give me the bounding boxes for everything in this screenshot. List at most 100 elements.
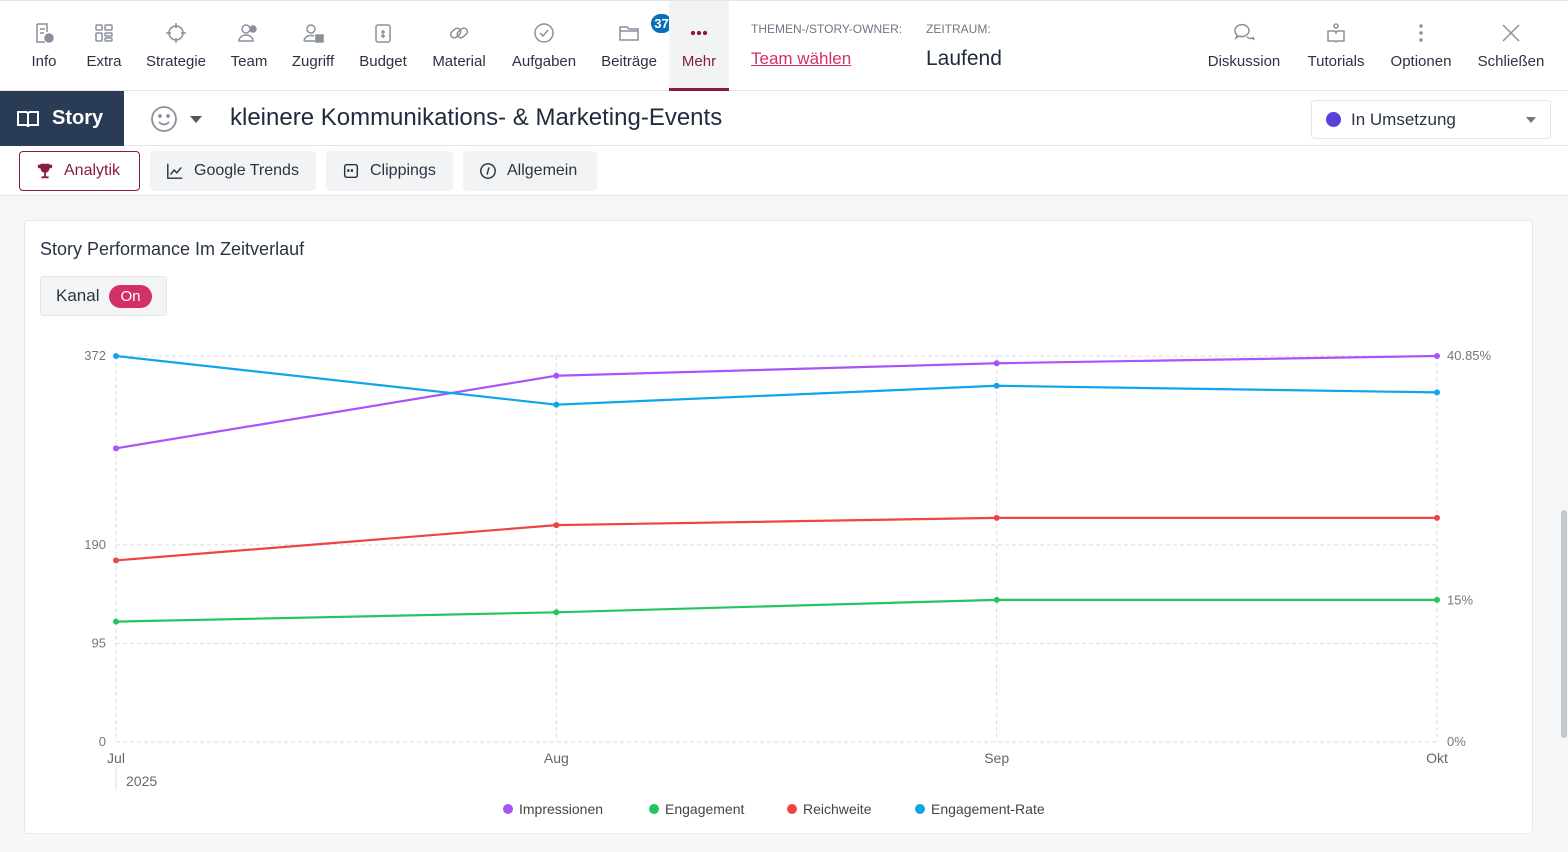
legend-item: Impressionen [519, 801, 603, 817]
nav-budget[interactable]: Budget [354, 1, 412, 91]
nav-extra[interactable]: Extra [83, 1, 125, 91]
nav-zugriff[interactable]: Zugriff [286, 1, 340, 91]
tab-clippings[interactable]: Clippings [326, 151, 453, 191]
legend-marker [787, 804, 797, 814]
x-tick: Jul [107, 750, 125, 766]
kanal-toggle[interactable]: Kanal On [40, 276, 167, 316]
data-point [993, 382, 1000, 389]
tutorials-button[interactable]: Tutorials [1302, 1, 1370, 91]
data-point [1434, 514, 1440, 521]
y-right-tick: 0% [1447, 734, 1466, 749]
book-user-icon [1327, 23, 1345, 44]
nav-label: Info [31, 53, 57, 70]
crosshair-icon [166, 23, 186, 43]
link-icon [449, 27, 469, 39]
y-left-tick: 372 [84, 348, 106, 363]
smiley-icon [151, 106, 177, 132]
info-circle-icon [480, 163, 496, 179]
nav-aufgaben[interactable]: Aufgaben [506, 1, 582, 91]
legend-item: Reichweite [803, 801, 872, 817]
status-dropdown[interactable]: In Umsetzung [1311, 100, 1551, 139]
data-point [993, 596, 1000, 603]
legend-item: Engagement [665, 801, 745, 817]
legend-marker [503, 804, 513, 814]
line-chart-icon [167, 163, 183, 179]
series-line-engagement [115, 598, 1437, 623]
nav-label: Material [432, 53, 486, 70]
nav-label: Aufgaben [511, 53, 577, 70]
y-left-tick: 0 [99, 734, 106, 749]
nav-label: Team [230, 53, 268, 70]
nav-mehr[interactable]: Mehr [669, 1, 729, 91]
data-point [553, 522, 560, 529]
y-left-tick: 190 [84, 537, 106, 552]
close-icon [1502, 24, 1520, 42]
status-value: In Umsetzung [1351, 109, 1456, 129]
grid-icon [95, 24, 113, 42]
tab-allgemein[interactable]: Allgemein [463, 151, 597, 191]
data-point [113, 445, 119, 452]
vertical-dots-icon [1419, 24, 1423, 42]
data-point [553, 401, 560, 408]
nav-info[interactable]: Info [22, 1, 66, 91]
user-lock-icon [303, 24, 324, 43]
series-line-engagement-rate [115, 354, 1438, 406]
team-select-link[interactable]: Team wählen [751, 49, 852, 68]
nav-label: Beiträge [601, 53, 657, 70]
nav-label: Budget [359, 53, 407, 70]
more-icon [690, 30, 708, 36]
series-line-impressionen [115, 354, 1438, 450]
chat-icon [1234, 23, 1255, 41]
status-dot [1326, 112, 1341, 127]
discussion-button[interactable]: Diskussion [1204, 1, 1284, 91]
data-point [1434, 353, 1440, 359]
data-point [553, 372, 560, 379]
nav-beiträge[interactable]: Beiträge 37 [596, 1, 674, 91]
story-badge: Story [0, 91, 124, 146]
owner-label: THEMEN-/STORY-OWNER: [751, 22, 903, 36]
team-icon [238, 24, 257, 42]
toggle-label: Kanal [56, 286, 100, 305]
nav-label: Mehr [681, 53, 717, 70]
data-point [1434, 389, 1440, 396]
data-point [113, 618, 119, 625]
nav-label: Extra [86, 53, 122, 70]
performance-card: Story Performance Im Zeitverlauf Kanal On… [24, 220, 1533, 834]
data-point [993, 360, 1000, 367]
caret-down-icon [1526, 116, 1536, 123]
legend-marker [915, 804, 925, 814]
data-point [1434, 596, 1440, 603]
nav-material[interactable]: Material [426, 1, 492, 91]
close-button[interactable]: Schließen [1474, 1, 1548, 91]
legend-marker [649, 804, 659, 814]
data-point [993, 514, 1000, 521]
x-tick: Okt [1426, 750, 1448, 766]
check-circle-icon [534, 23, 554, 43]
nav-label: Zugriff [291, 53, 335, 70]
mood-selector[interactable] [150, 105, 202, 133]
trophy-icon [37, 163, 53, 179]
scrollbar[interactable] [1560, 196, 1568, 852]
story-header: Story kleinere Kommunikations- & Marketi… [0, 91, 1568, 146]
nav-label: Strategie [145, 53, 207, 70]
options-button[interactable]: Optionen [1386, 1, 1456, 91]
y-left-tick: 95 [92, 635, 106, 650]
data-point [553, 609, 560, 616]
folder-icon [619, 26, 639, 41]
budget-icon [375, 24, 391, 43]
toggle-state: On [109, 284, 152, 308]
period-label: ZEITRAUM: [926, 22, 991, 36]
tab-google-trends[interactable]: Google Trends [150, 151, 316, 191]
nav-team[interactable]: Team [226, 1, 272, 91]
y-right-tick: 15% [1447, 592, 1473, 607]
x-tick: Sep [984, 750, 1009, 766]
period-value: Laufend [926, 47, 1002, 70]
tab-analytik[interactable]: Analytik [19, 151, 140, 191]
nav-strategie[interactable]: Strategie [141, 1, 211, 91]
story-title: kleinere Kommunikations- & Marketing-Eve… [230, 104, 723, 131]
info-doc-icon [36, 23, 54, 43]
data-point [113, 557, 119, 564]
y-right-tick: 40.85% [1447, 348, 1492, 363]
year-label: 2025 [126, 773, 157, 789]
top-toolbar: Info Extra Strategie Team Zugriff Budget Mater… [0, 0, 1568, 91]
